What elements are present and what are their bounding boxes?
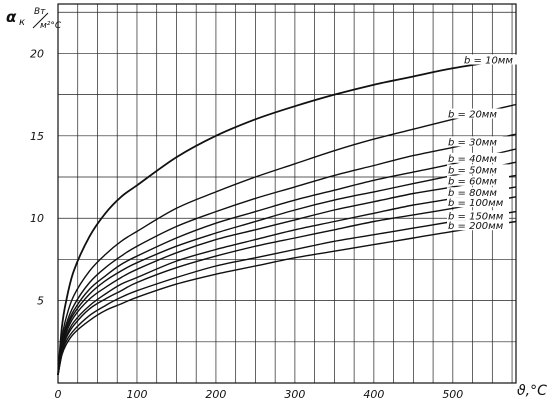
plot-frame [57,3,517,384]
x-tick-label: 300 [284,388,305,401]
y-tick-label: 10 [30,212,44,225]
y-axis-symbol: α [6,8,17,26]
series-line [57,103,517,375]
series-label-background [447,175,509,186]
series-line [57,174,517,375]
series-line [57,220,517,375]
series-label-background [447,187,509,198]
y-axis-unit-slash [32,12,49,29]
series-label-background [447,197,509,208]
series-label: b = 80мм [448,188,497,199]
series-line [57,186,517,375]
series-line [57,57,517,375]
series-label-background [447,210,509,221]
x-tick-label: 400 [363,388,384,401]
series-label-background [447,164,509,175]
x-tick-label: 100 [126,388,147,401]
series-label-background [463,54,525,65]
series-label: b = 100мм [448,198,504,209]
series-label: b = 30мм [448,137,497,148]
series-label-background [447,220,509,231]
series-label-background [447,108,509,119]
x-tick-label: 0 [55,388,62,401]
x-axis-title: ϑ,°С [517,383,547,399]
series-line [57,161,517,375]
chart-tick-labels: 0 100 200 300 400 500 5 10 15 20 [30,47,463,401]
y-axis-unit-numerator: Вт [34,7,46,17]
x-tick-label: 500 [442,388,463,401]
series-label: b = 200мм [448,221,504,232]
y-tick-label: 5 [37,295,44,308]
series-label-background [447,152,509,163]
series-label-background [447,136,509,147]
series-label: b = 150мм [448,211,504,222]
y-axis-subscript: к [19,17,25,28]
chart-axes [57,3,517,384]
series-label: b = 50мм [448,165,497,176]
series-line [57,133,517,375]
series-label: b = 60мм [448,177,497,188]
x-tick-label: 200 [205,388,226,401]
series-label: b = 40мм [448,154,497,165]
series-line [57,210,517,375]
series-label: b = 20мм [448,110,497,121]
series-label: b = 10мм [464,56,513,67]
y-tick-label: 20 [30,47,44,60]
y-tick-label: 15 [30,130,44,143]
y-axis-title: α к Вт м²°С [6,7,62,31]
chart-series [57,57,517,375]
y-axis-unit-denominator: м²°С [40,21,62,31]
series-line [57,148,517,375]
series-line [57,196,517,375]
